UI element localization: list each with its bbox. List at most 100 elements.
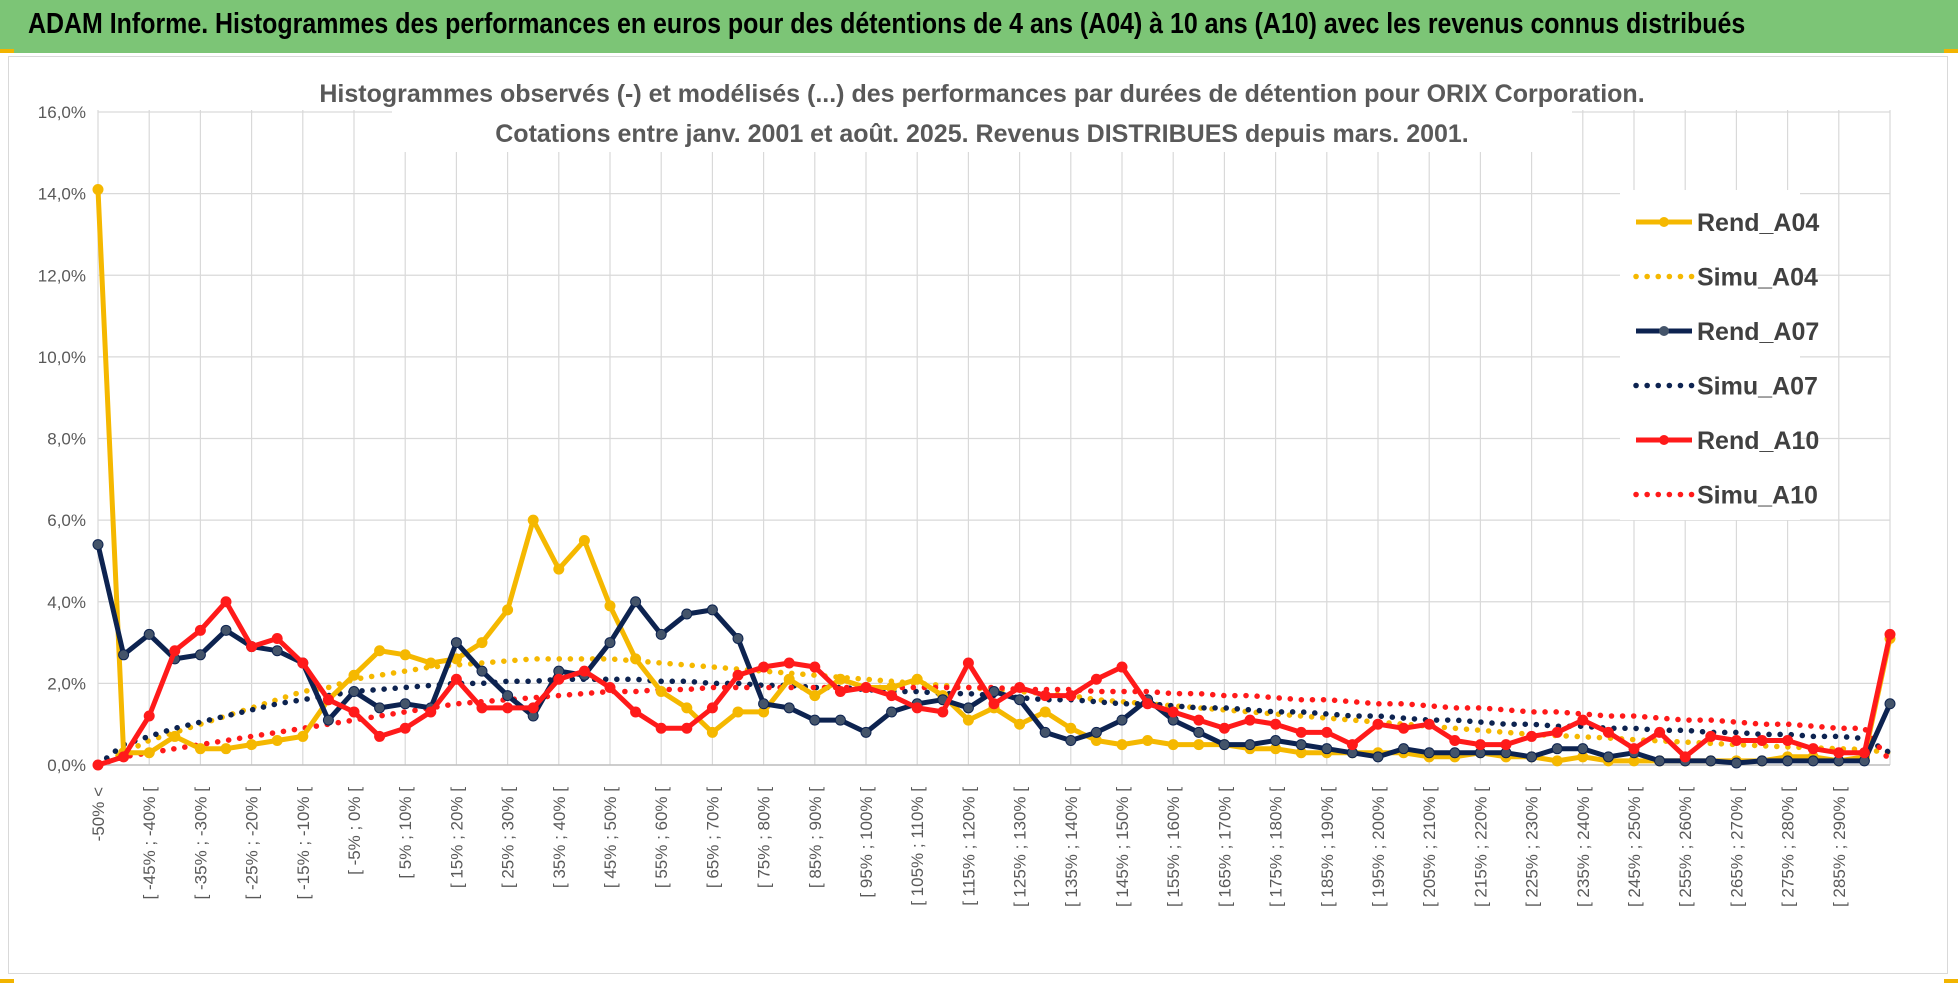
data-point-rend-a10 xyxy=(118,751,130,763)
data-point-rend-a04 xyxy=(220,743,232,755)
banner-title: ADAM Informe. Histogrammes des performan… xyxy=(28,8,1746,40)
data-point-rend-a07 xyxy=(1423,747,1435,759)
data-point-rend-a07 xyxy=(834,714,846,726)
data-point-rend-a10 xyxy=(1346,739,1358,751)
data-point-rend-a07 xyxy=(655,628,667,640)
data-point-rend-a10 xyxy=(1577,714,1589,726)
legend-background xyxy=(1620,190,1800,520)
x-tick-label: [ 185% ; 190% [ xyxy=(1318,787,1337,907)
data-point-rend-a04 xyxy=(297,730,309,742)
data-point-rend-a04 xyxy=(578,535,590,547)
corner-mark xyxy=(0,49,14,53)
data-point-rend-a10 xyxy=(194,624,206,636)
data-point-rend-a07 xyxy=(604,637,616,649)
data-point-rend-a10 xyxy=(758,661,770,673)
data-point-rend-a04 xyxy=(655,686,667,698)
data-point-rend-a07 xyxy=(1014,694,1026,706)
x-tick-label: [ 285% ; 290% [ xyxy=(1830,787,1849,907)
title-background xyxy=(392,74,1572,152)
data-point-rend-a10 xyxy=(169,645,181,657)
data-point-rend-a07 xyxy=(1039,726,1051,738)
legend-label-simu-a07: Simu_A07 xyxy=(1697,373,1818,401)
data-point-rend-a07 xyxy=(1193,726,1205,738)
data-point-rend-a04 xyxy=(476,637,488,649)
data-point-rend-a10 xyxy=(1679,751,1691,763)
x-tick-label: [ 85% ; 90% [ xyxy=(806,787,825,888)
x-tick-label: [ 145% ; 150% [ xyxy=(1113,787,1132,907)
y-tick-label: 8,0% xyxy=(47,430,86,449)
x-tick-label: [ 205% ; 210% [ xyxy=(1420,787,1439,907)
data-point-rend-a10 xyxy=(1244,714,1256,726)
data-point-rend-a10 xyxy=(425,706,437,718)
data-point-rend-a10 xyxy=(1142,698,1154,710)
x-tick-label: [ 65% ; 70% [ xyxy=(703,787,722,888)
banner: ADAM Informe. Histogrammes des performan… xyxy=(0,0,1958,53)
data-point-rend-a07 xyxy=(1526,751,1538,763)
data-point-rend-a04 xyxy=(1193,739,1205,751)
chart-title: Histogrammes observés (-) et modélisés (… xyxy=(319,80,1644,108)
data-point-rend-a07 xyxy=(1321,743,1333,755)
y-tick-label: 14,0% xyxy=(38,185,86,204)
data-point-rend-a07 xyxy=(1756,755,1768,767)
data-point-rend-a04 xyxy=(374,645,386,657)
x-tick-label: [ 115% ; 120% [ xyxy=(959,787,978,906)
data-point-rend-a07 xyxy=(1090,726,1102,738)
data-point-rend-a10 xyxy=(937,706,949,718)
data-point-rend-a10 xyxy=(1833,747,1845,759)
data-point-rend-a04 xyxy=(834,673,846,685)
data-point-rend-a04 xyxy=(143,747,155,759)
data-point-rend-a07 xyxy=(1577,743,1589,755)
data-point-rend-a04 xyxy=(271,735,283,747)
data-point-rend-a04 xyxy=(1551,755,1563,767)
data-point-rend-a10 xyxy=(681,722,693,734)
x-tick-label: [ 15% ; 20% [ xyxy=(447,787,466,888)
data-point-rend-a10 xyxy=(1270,718,1282,730)
data-point-rend-a10 xyxy=(527,702,539,714)
data-point-rend-a07 xyxy=(220,624,232,636)
legend-label-rend-a10: Rend_A10 xyxy=(1697,427,1819,455)
x-tick-label: [ 105% ; 110% [ xyxy=(908,787,927,906)
data-point-rend-a07 xyxy=(450,637,462,649)
data-point-rend-a04 xyxy=(246,739,258,751)
legend-label-simu-a04: Simu_A04 xyxy=(1697,264,1818,292)
data-point-rend-a10 xyxy=(1039,690,1051,702)
x-tick-label: [ 155% ; 160% [ xyxy=(1164,787,1183,907)
data-point-rend-a10 xyxy=(911,702,923,714)
axes: 0,0% 2,0% 4,0% 6,0% 8,0% 10,0% 12,0% 14,0% 16,0%… xyxy=(38,103,1890,907)
chart-subtitle: Cotations entre janv. 2001 et août. 2025… xyxy=(495,120,1469,148)
data-point-rend-a07 xyxy=(732,632,744,644)
data-point-rend-a10 xyxy=(1167,706,1179,718)
data-point-rend-a10 xyxy=(322,694,334,706)
data-point-rend-a10 xyxy=(655,722,667,734)
x-tick-label: [ 25% ; 30% [ xyxy=(499,787,518,888)
data-point-rend-a07 xyxy=(399,698,411,710)
series xyxy=(92,184,1896,771)
data-point-rend-a07 xyxy=(758,698,770,710)
data-point-rend-a10 xyxy=(630,706,642,718)
data-point-rend-a07 xyxy=(860,726,872,738)
data-point-rend-a04 xyxy=(706,726,718,738)
chart-frame xyxy=(8,56,1948,974)
data-point-rend-a04 xyxy=(425,657,437,669)
data-point-rend-a07 xyxy=(706,604,718,616)
data-point-rend-a07 xyxy=(1398,743,1410,755)
data-point-rend-a10 xyxy=(1398,722,1410,734)
data-point-rend-a07 xyxy=(1449,747,1461,759)
x-tick-label: [ 35% ; 40% [ xyxy=(550,787,569,888)
data-point-rend-a10 xyxy=(1628,743,1640,755)
data-point-rend-a10 xyxy=(1884,628,1896,640)
data-point-rend-a04 xyxy=(194,743,206,755)
data-point-rend-a07 xyxy=(1807,755,1819,767)
data-point-rend-a10 xyxy=(732,669,744,681)
data-point-rend-a04 xyxy=(348,669,360,681)
data-point-rend-a04 xyxy=(681,702,693,714)
x-tick-label: [ 125% ; 130% [ xyxy=(1011,787,1030,907)
x-tick-label: [ 5% ; 10% [ xyxy=(396,787,415,879)
x-tick-label: [ -25% ; -20% [ xyxy=(243,787,262,900)
data-point-rend-a10 xyxy=(1551,726,1563,738)
data-point-rend-a07 xyxy=(886,706,898,718)
legend-marker-rend-a07 xyxy=(1659,326,1669,336)
data-point-rend-a04 xyxy=(92,184,104,196)
data-point-rend-a10 xyxy=(246,641,258,653)
data-point-rend-a10 xyxy=(783,657,795,669)
